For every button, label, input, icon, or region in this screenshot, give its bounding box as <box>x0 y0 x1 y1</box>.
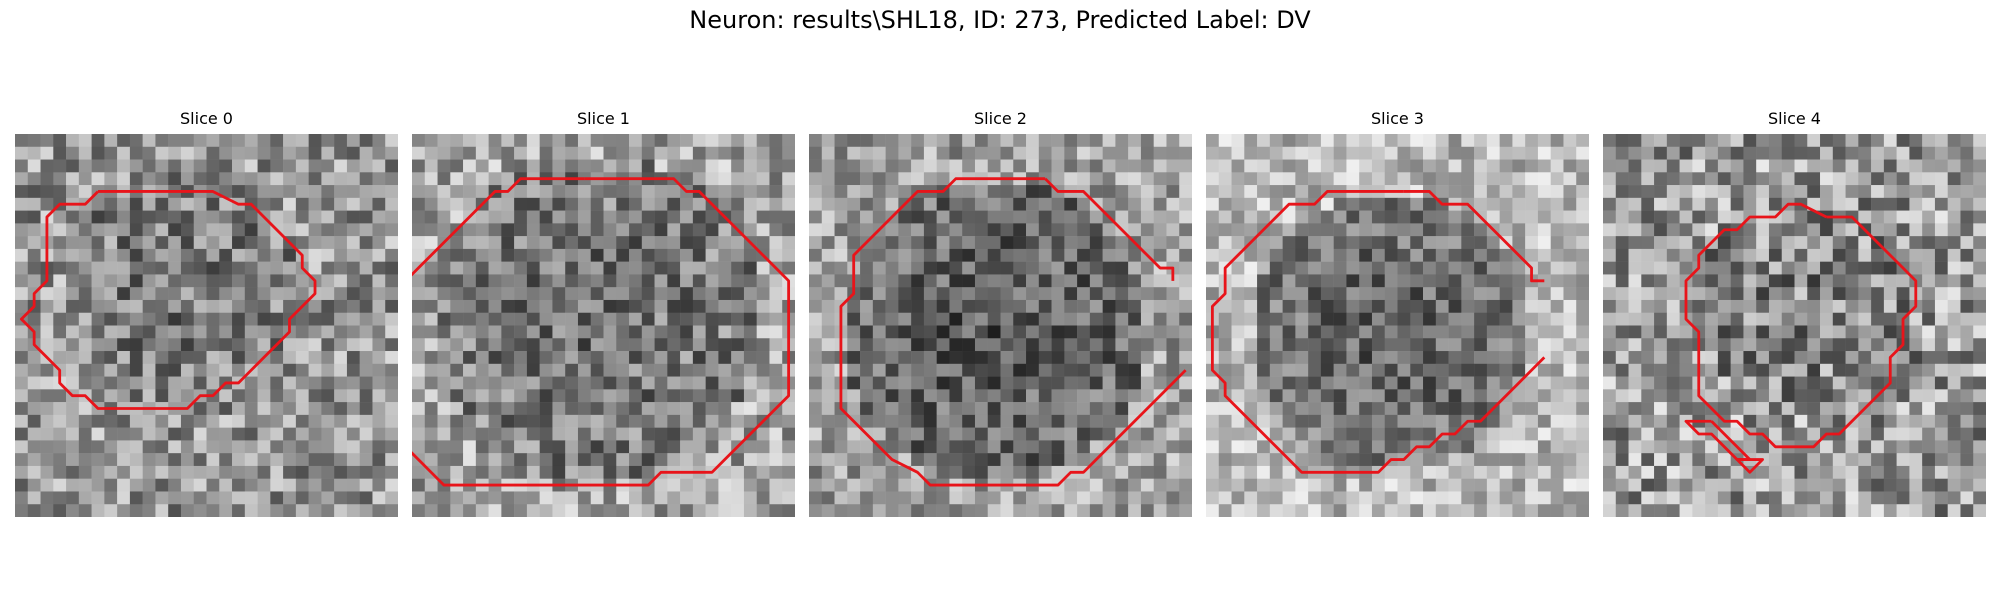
panel-title-3: Slice 3 <box>1371 109 1424 128</box>
pixel-grid <box>15 134 398 517</box>
segmentation-contour <box>1044 177 1175 281</box>
slice-3-panel <box>1206 134 1589 517</box>
slice-0-image <box>15 134 398 517</box>
segmentation-contour-fragment <box>1735 458 1764 474</box>
slice-2-panel <box>809 134 1192 517</box>
segmentation-contour <box>412 177 791 487</box>
panel-title-1: Slice 1 <box>577 109 630 128</box>
slice-0-panel <box>15 134 398 517</box>
pixel-grid <box>412 134 795 517</box>
panel-title-4: Slice 4 <box>1768 109 1821 128</box>
slice-4-panel <box>1603 134 1986 517</box>
slice-3-image <box>1206 134 1589 517</box>
figure-title: Neuron: results\SHL18, ID: 273, Predicte… <box>689 6 1311 34</box>
segmentation-contour <box>19 190 317 410</box>
segmentation-contour <box>1684 202 1918 449</box>
slice-1-panel <box>412 134 795 517</box>
panel-title-2: Slice 2 <box>974 109 1027 128</box>
panel-title-0: Slice 0 <box>180 109 233 128</box>
segmentation-contour-fragment <box>412 177 585 277</box>
slice-1-image <box>412 134 795 517</box>
segmentation-contour-fragment <box>1210 190 1546 474</box>
slice-2-image <box>809 134 1192 517</box>
pixel-grid <box>1603 134 1986 517</box>
segmentation-contour <box>1403 190 1545 283</box>
segmentation-contour-fragment <box>1684 419 1752 461</box>
slice-4-image <box>1603 134 1986 517</box>
pixel-grid <box>1206 134 1589 517</box>
pixel-grid <box>809 134 1192 517</box>
segmentation-contour-fragment <box>839 177 1187 487</box>
